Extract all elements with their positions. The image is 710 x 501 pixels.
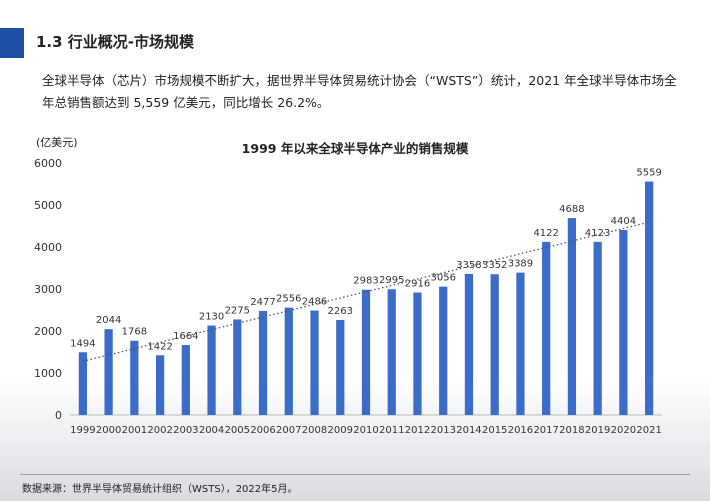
- bar-2009: [336, 319, 345, 415]
- data-label-2021: 5559: [636, 168, 661, 179]
- bar-2008: [310, 310, 319, 415]
- bar-2005: [233, 319, 242, 415]
- y-tick-label: 2000: [34, 325, 62, 338]
- x-tick-label-2018: 2018: [559, 425, 584, 436]
- y-tick-label: 5000: [34, 199, 62, 212]
- y-tick-label: 0: [55, 409, 62, 422]
- data-label-2017: 4122: [533, 228, 558, 239]
- y-tick-label: 1000: [34, 367, 62, 380]
- x-tick-label-2021: 2021: [636, 425, 661, 436]
- x-tick-label-2007: 2007: [276, 425, 301, 436]
- bar-2000: [104, 329, 113, 415]
- bar-2007: [284, 307, 293, 415]
- bar-2011: [387, 289, 396, 415]
- chart-title: 1999 年以来全球半导体产业的销售规模: [241, 141, 469, 156]
- data-label-2013: 3056: [430, 273, 455, 284]
- bar-2019: [593, 241, 602, 415]
- data-label-2012: 2916: [405, 279, 430, 290]
- bar-2020: [619, 230, 628, 415]
- bar-2002: [155, 355, 165, 415]
- x-tick-label-2005: 2005: [225, 425, 250, 436]
- x-tick-label-2012: 2012: [405, 425, 430, 436]
- data-label-2011: 2995: [379, 275, 404, 286]
- x-tick-label-2016: 2016: [508, 425, 533, 436]
- bar-1999: [78, 352, 87, 415]
- background-texture: [0, 380, 710, 501]
- x-tick-label-2001: 2001: [122, 425, 147, 436]
- accent-bar: [0, 28, 24, 58]
- bar-2015: [490, 274, 499, 415]
- bar-2003: [181, 345, 190, 415]
- summary-text: 全球半导体（芯片）市场规模不断扩大，据世界半导体贸易统计协会（“WSTS”）统计…: [42, 73, 677, 110]
- x-tick-label-2010: 2010: [353, 425, 378, 436]
- bar-2014: [464, 273, 474, 415]
- bar-2010: [361, 289, 371, 415]
- x-tick-label-1999: 1999: [70, 425, 95, 436]
- data-label-2007: 2556: [276, 294, 301, 305]
- x-tick-label-2002: 2002: [147, 425, 172, 436]
- x-tick-label-2003: 2003: [173, 425, 198, 436]
- x-tick-label-2019: 2019: [585, 425, 610, 436]
- x-tick-label-2000: 2000: [96, 425, 121, 436]
- data-label-2005: 2275: [225, 305, 250, 316]
- bar-2018: [567, 218, 577, 415]
- y-tick-label: 4000: [34, 241, 62, 254]
- data-label-2001: 1768: [122, 327, 147, 338]
- bar-2012: [413, 292, 422, 415]
- data-label-2010: 2983: [353, 276, 378, 287]
- data-label-2000: 2044: [96, 315, 121, 326]
- trendline: [82, 221, 650, 362]
- data-label-2006: 2477: [250, 297, 275, 308]
- data-label-2008: 2486: [302, 297, 327, 308]
- data-label-2015: 3352: [482, 260, 507, 271]
- bar-2021: [645, 181, 654, 415]
- footer-divider: [20, 474, 690, 475]
- x-tick-label-2015: 2015: [482, 425, 507, 436]
- data-label-2003: 1664: [173, 331, 198, 342]
- bar-2004: [207, 325, 216, 415]
- x-tick-label-2004: 2004: [199, 425, 224, 436]
- x-tick-label-2011: 2011: [379, 425, 404, 436]
- source-note: 数据来源：世界半导体贸易统计组织（WSTS），2022年5月。: [22, 484, 298, 495]
- data-label-2018: 4688: [559, 204, 584, 215]
- y-axis-unit-label: (亿美元): [36, 136, 78, 149]
- data-label-2009: 2263: [328, 306, 353, 317]
- x-tick-label-2009: 2009: [328, 425, 353, 436]
- bar-2017: [542, 241, 551, 415]
- x-tick-label-2006: 2006: [250, 425, 275, 436]
- y-tick-label: 3000: [34, 283, 62, 296]
- bar-2013: [439, 286, 448, 415]
- x-tick-label-2020: 2020: [611, 425, 636, 436]
- x-tick-label-2017: 2017: [533, 425, 558, 436]
- bar-2001: [130, 340, 139, 415]
- data-label-2002: 1422: [147, 341, 172, 352]
- data-label-2019: 4123: [585, 228, 610, 239]
- x-tick-label-2013: 2013: [430, 425, 455, 436]
- data-label-2016: 3389: [508, 259, 533, 270]
- bar-2016: [516, 272, 525, 415]
- section-title: 1.3 行业概况-市场规模: [36, 33, 195, 51]
- y-tick-label: 6000: [34, 157, 62, 170]
- data-label-2020: 4404: [611, 216, 636, 227]
- data-label-2004: 2130: [199, 312, 224, 323]
- x-tick-label-2014: 2014: [456, 425, 481, 436]
- data-label-1999: 1494: [70, 338, 95, 349]
- bar-2006: [258, 310, 268, 415]
- x-tick-label-2008: 2008: [302, 425, 327, 436]
- data-label-2014: 3358: [456, 260, 481, 271]
